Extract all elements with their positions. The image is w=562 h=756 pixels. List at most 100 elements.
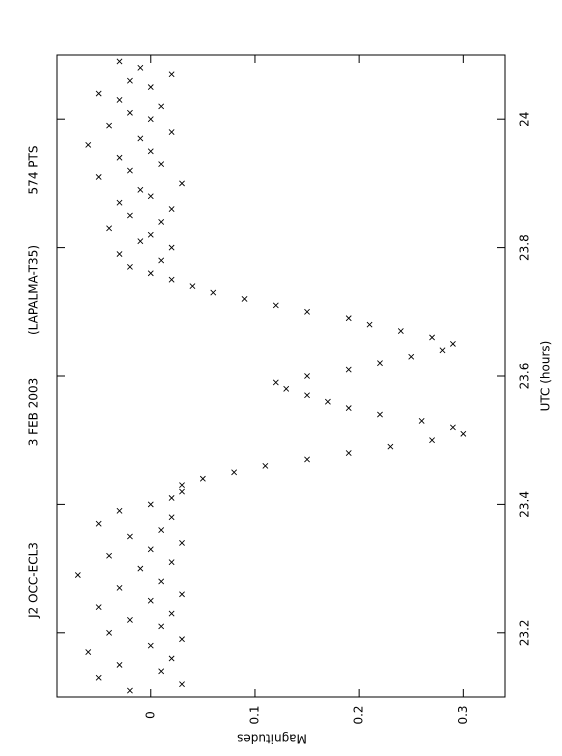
data-point [179, 180, 185, 187]
data-point [387, 443, 394, 450]
y-tick-label: 0.2 [352, 705, 366, 724]
data-point [408, 353, 415, 360]
data-point [116, 58, 123, 65]
data-point [304, 392, 310, 399]
data-point [179, 482, 185, 489]
data-point [127, 167, 133, 174]
data-point [137, 186, 144, 193]
data-point [147, 501, 154, 508]
data-point [397, 328, 404, 334]
data-point [137, 64, 144, 71]
data-point [168, 129, 175, 135]
data-point [179, 540, 185, 546]
data-point [460, 430, 467, 437]
data-point [304, 373, 310, 379]
data-point [85, 649, 92, 655]
x-axis-label: UTC (hours) [539, 341, 553, 412]
data-point [168, 276, 175, 283]
data-point [116, 154, 123, 161]
data-point [127, 109, 133, 116]
data-point [304, 308, 310, 315]
data-point [324, 398, 331, 405]
data-point [179, 591, 185, 598]
data-point [127, 263, 133, 270]
data-point [179, 488, 185, 495]
data-point [168, 559, 175, 566]
data-point [116, 584, 123, 591]
data-point [127, 77, 133, 84]
x-tick-label: 24 [518, 112, 532, 127]
data-point [116, 97, 123, 103]
data-point [262, 462, 269, 469]
data-point [106, 552, 113, 559]
data-point [95, 604, 102, 611]
points-label: 574 PTS [27, 146, 41, 195]
data-point [106, 225, 113, 232]
data-point [147, 148, 154, 155]
data-point [158, 527, 165, 533]
x-tick-label: 23.8 [518, 234, 532, 261]
plot-frame [56, 54, 506, 698]
data-point [439, 347, 446, 354]
data-point [377, 360, 383, 367]
data-point [158, 668, 165, 675]
data-point [366, 321, 373, 328]
data-point [95, 90, 102, 97]
data-point [345, 450, 352, 456]
data-point [429, 334, 435, 341]
data-point [158, 578, 165, 585]
data-point [158, 623, 165, 630]
data-point [158, 161, 165, 168]
data-point [127, 617, 133, 623]
data-point [85, 141, 92, 148]
y-axis-label: Magnitudes [237, 732, 307, 746]
data-point [95, 674, 102, 681]
x-tick-label: 23.4 [518, 491, 532, 518]
data-point [345, 366, 352, 373]
data-point [199, 475, 206, 482]
data-point [158, 103, 165, 110]
data-point [95, 520, 102, 527]
data-point [147, 270, 154, 277]
data-point [137, 135, 144, 142]
data-point [116, 251, 123, 257]
y-tick-label: 0.3 [456, 705, 470, 724]
data-point [168, 514, 175, 521]
data-point [168, 495, 175, 501]
data-point [168, 655, 175, 662]
data-point [147, 116, 154, 123]
data-point [147, 546, 154, 553]
data-point [168, 71, 175, 78]
data-point [179, 636, 185, 643]
data-point [147, 642, 154, 649]
data-point [179, 681, 185, 688]
data-point [127, 687, 133, 694]
data-point [189, 283, 196, 290]
data-point [147, 84, 154, 91]
data-point [345, 315, 352, 322]
data-point [137, 565, 144, 572]
data-point [137, 238, 144, 245]
data-point [418, 418, 425, 424]
data-point [283, 385, 290, 392]
data-point [168, 206, 175, 212]
data-point [127, 212, 133, 219]
data-point [147, 597, 154, 604]
data-point [116, 661, 123, 668]
y-tick-label: 0.1 [247, 705, 261, 724]
data-point [74, 572, 81, 578]
data-point [449, 340, 456, 347]
data-point [116, 507, 123, 514]
site-label: (LAPALMA-T35) [27, 245, 41, 335]
data-point [127, 533, 133, 540]
chart-title: J2 OCC-ECL3 [27, 542, 41, 619]
y-tick-label: 0 [143, 711, 157, 719]
data-point [116, 199, 123, 206]
x-tick-label: 23.2 [518, 619, 532, 646]
data-point [231, 469, 238, 476]
data-point [449, 424, 456, 431]
data-point [106, 122, 113, 129]
data-point [168, 244, 175, 251]
data-point [147, 231, 154, 238]
